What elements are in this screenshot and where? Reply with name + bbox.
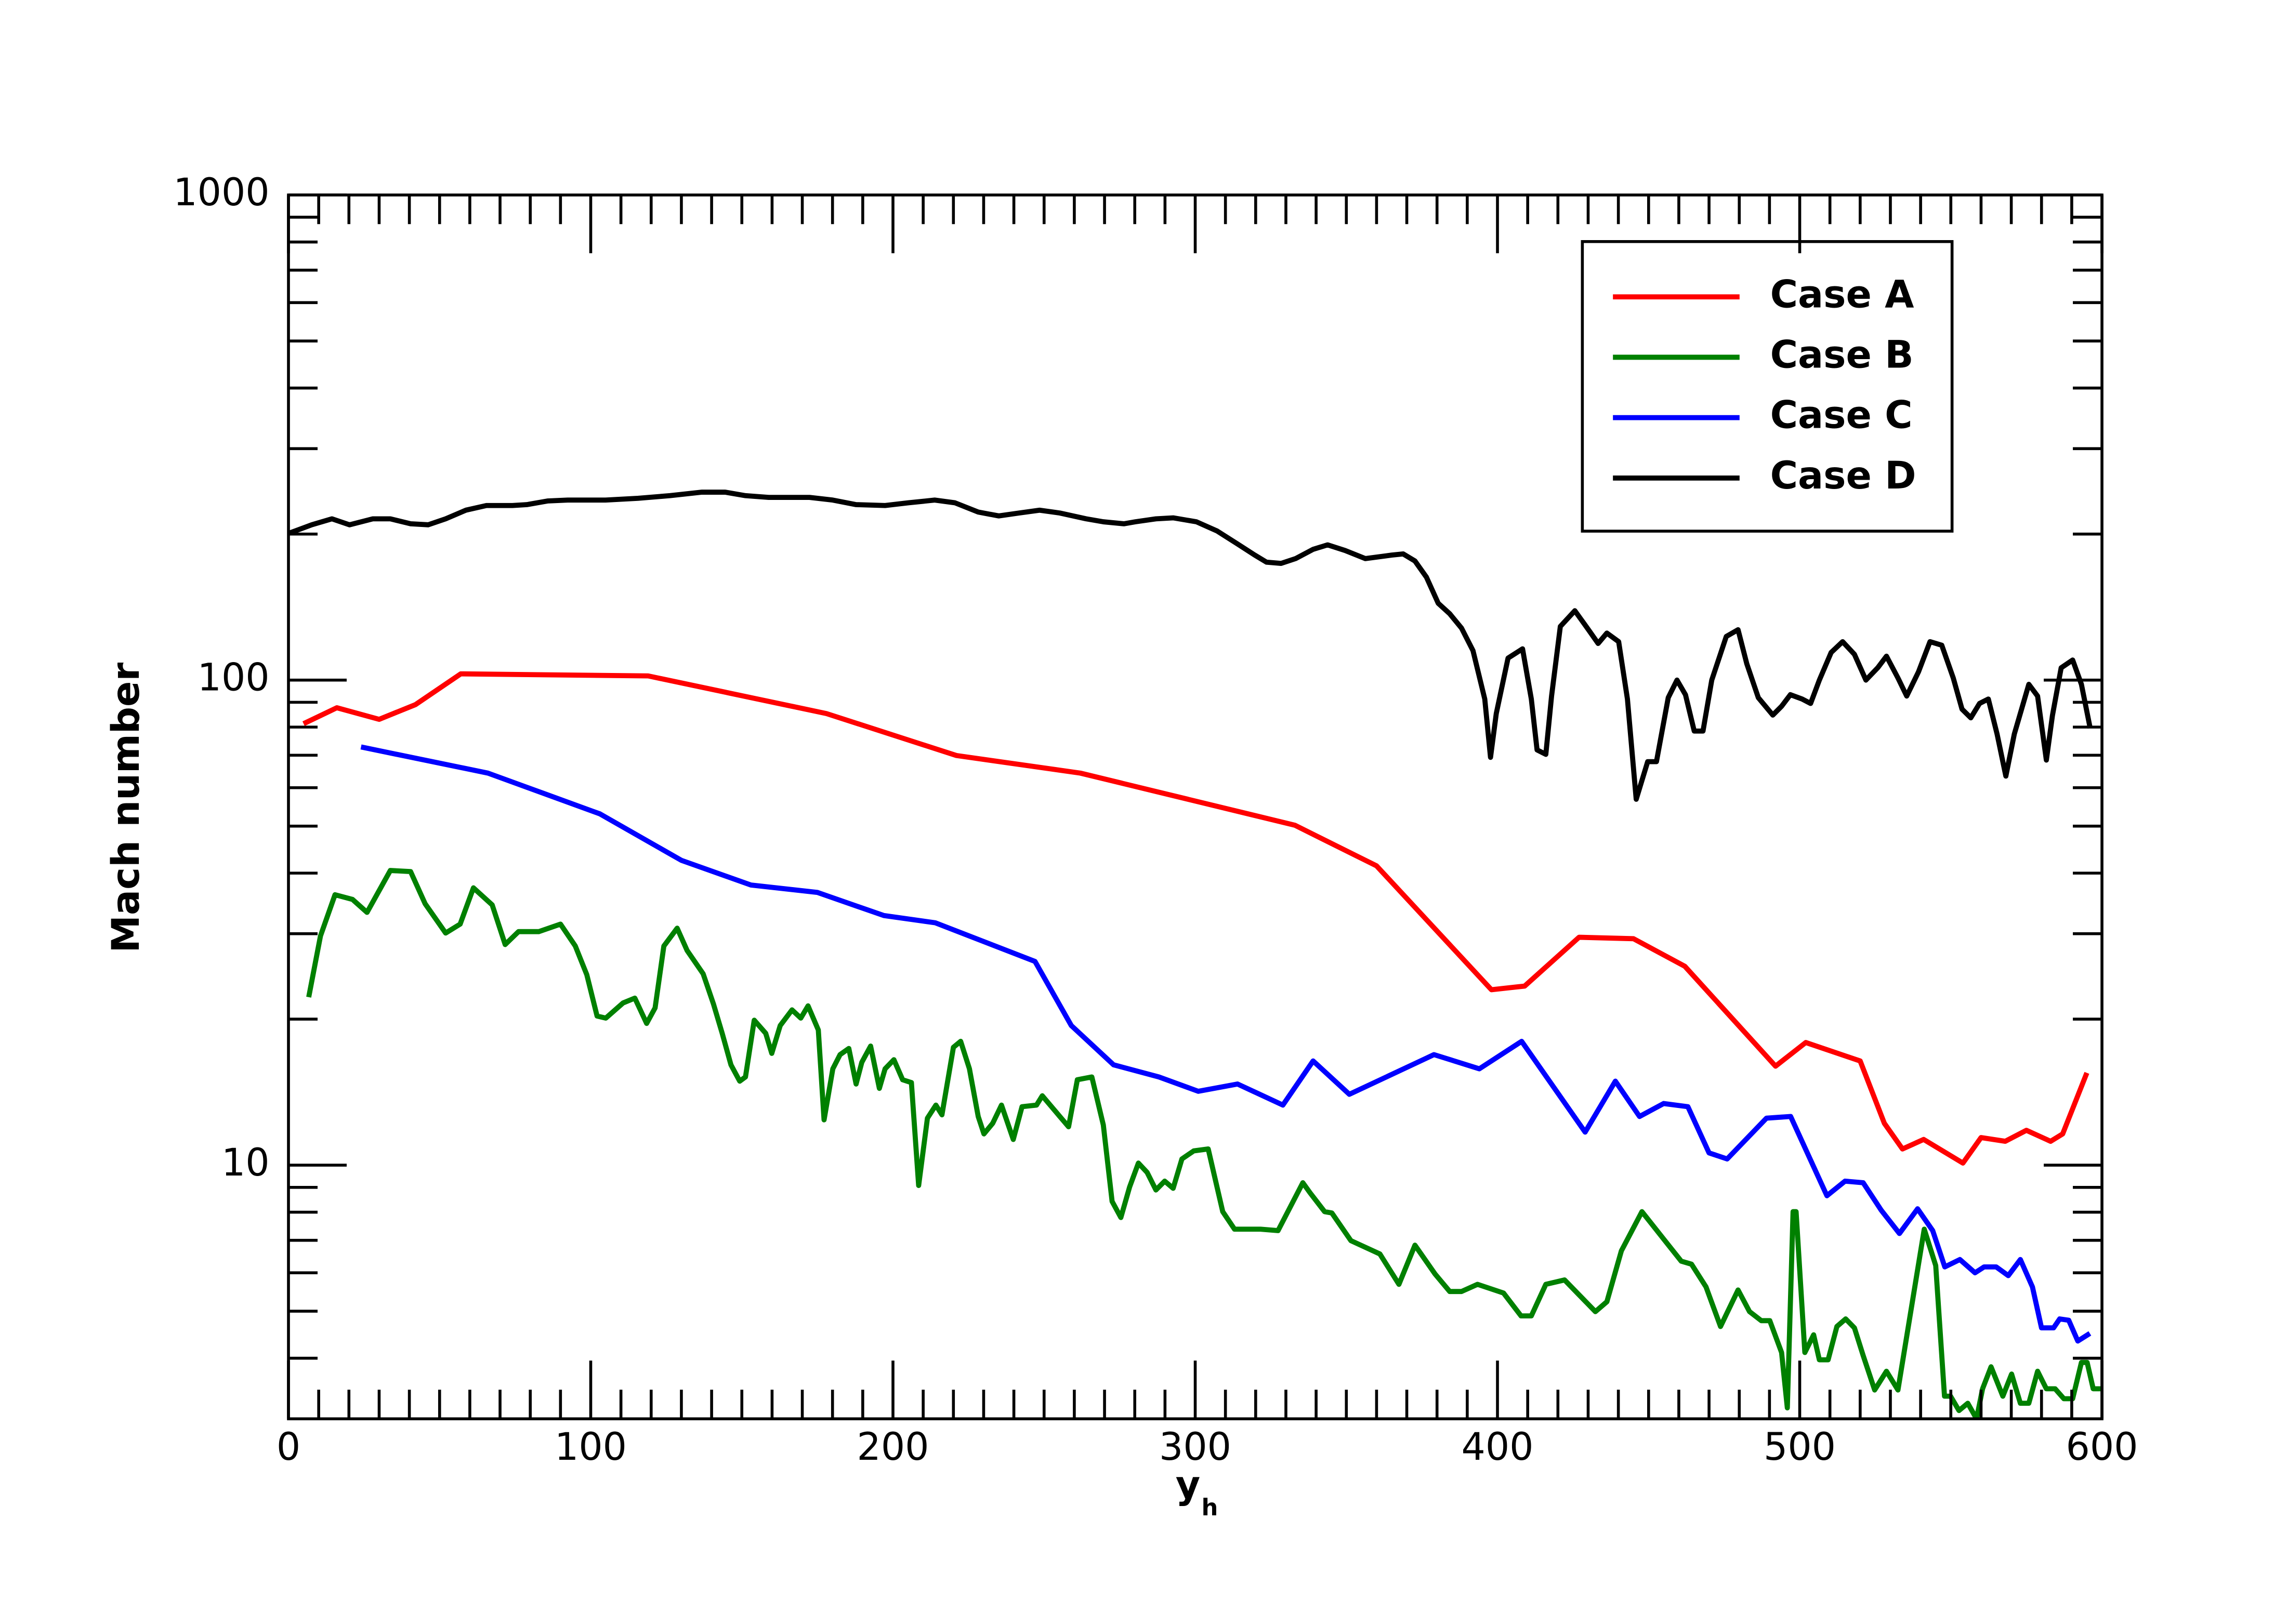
y-axis-label: Mach number bbox=[104, 663, 148, 953]
series-line bbox=[306, 868, 2102, 1419]
legend-label: Case B bbox=[1770, 333, 1914, 377]
legend-label: Case C bbox=[1770, 393, 1913, 438]
x-tick-label: 600 bbox=[2066, 1425, 2138, 1469]
legend-label: Case A bbox=[1770, 272, 1914, 316]
x-axis-label-subscript: h bbox=[1202, 1494, 1218, 1521]
x-tick-label: 100 bbox=[555, 1425, 627, 1469]
x-tick-label: 200 bbox=[857, 1425, 929, 1469]
y-tick-label: 100 bbox=[198, 656, 270, 700]
x-tick-label: 0 bbox=[277, 1425, 300, 1469]
x-tick-label: 300 bbox=[1159, 1425, 1231, 1469]
series-line bbox=[288, 490, 2093, 802]
y-tick-label: 1000 bbox=[173, 170, 269, 215]
y-tick-label: 10 bbox=[221, 1141, 270, 1185]
legend-box bbox=[1581, 240, 1954, 533]
legend-label: Case D bbox=[1770, 454, 1916, 498]
series-line bbox=[360, 744, 2092, 1344]
x-tick-label: 400 bbox=[1462, 1425, 1534, 1469]
x-axis-label: y bbox=[1176, 1463, 1200, 1507]
series-line bbox=[302, 671, 2089, 1166]
plot-lines bbox=[288, 490, 2102, 1419]
x-tick-label: 500 bbox=[1764, 1425, 1836, 1469]
